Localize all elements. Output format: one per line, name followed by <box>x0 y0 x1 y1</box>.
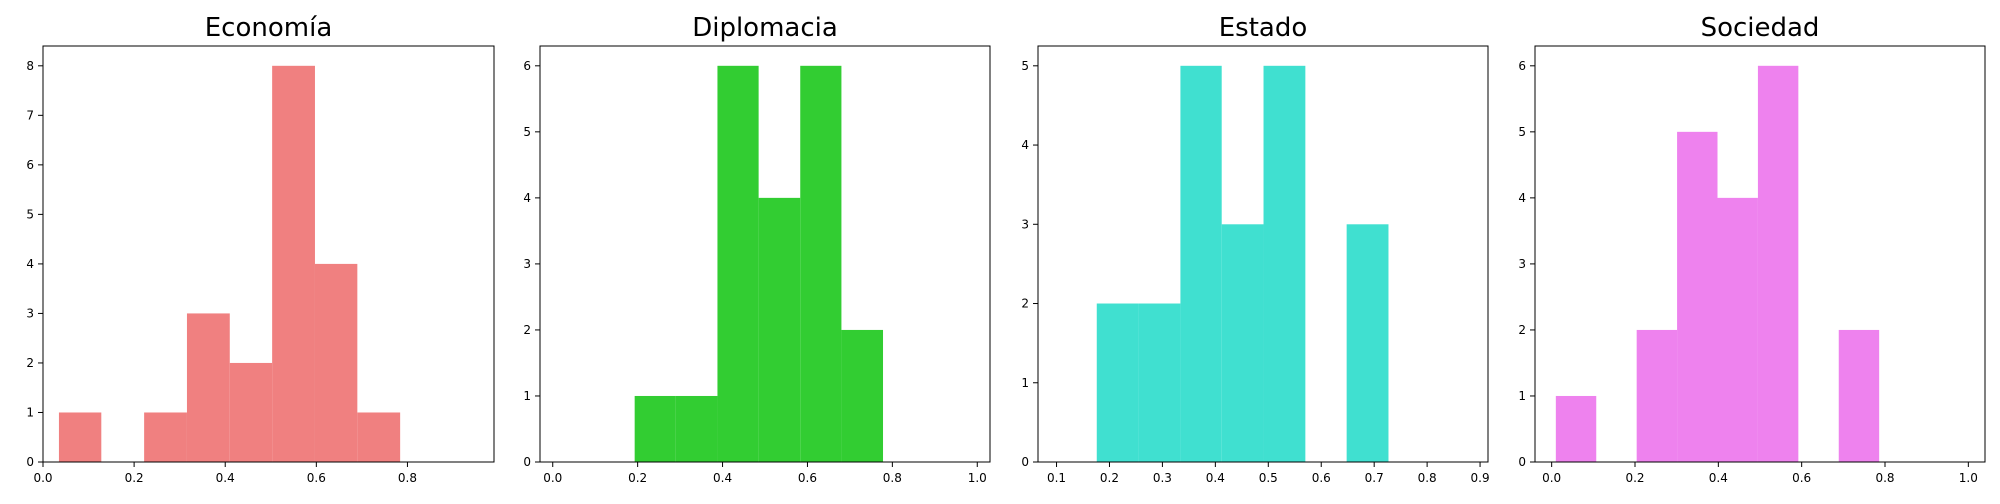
y-tick-label: 5 <box>1518 125 1526 139</box>
chart-panel: 0.1 0.2 0.3 0.4 0.5 0.6 0.7 0.8 0.9 0 1 2 3 4 5 Estado <box>1021 13 1489 485</box>
x-tick-label: 0.8 <box>398 471 417 485</box>
histogram-bar <box>717 65 759 462</box>
y-tick-label: 2 <box>1021 297 1029 311</box>
histogram-bar <box>314 263 358 462</box>
y-tick-label: 8 <box>26 59 34 73</box>
y-tick-label: 5 <box>523 125 531 139</box>
x-tick-label: 0.2 <box>1625 471 1644 485</box>
x-tick-label: 0.4 <box>713 471 732 485</box>
x-tick-label: 0.3 <box>1153 471 1172 485</box>
x-tick-label: 0.6 <box>1312 471 1331 485</box>
x-tick-label: 0.0 <box>543 471 562 485</box>
histogram-bar <box>1636 329 1678 462</box>
histogram-bar <box>1717 197 1758 462</box>
x-tick-label: 0.6 <box>1792 471 1811 485</box>
x-tick-label: 0.9 <box>1471 471 1490 485</box>
chart-panel: 0.0 0.2 0.4 0.6 0.8 1.0 0 1 2 3 4 5 6 Sociedad <box>1518 13 1986 485</box>
y-tick-label: 3 <box>1021 217 1029 231</box>
y-tick-label: 6 <box>523 59 531 73</box>
histogram-bar <box>272 65 315 462</box>
y-tick-label: 0 <box>1518 455 1526 469</box>
y-tick-label: 5 <box>26 207 34 221</box>
y-tick-label: 0 <box>26 455 34 469</box>
chart-panel: 0.0 0.2 0.4 0.6 0.8 0 1 2 3 4 5 6 7 8 Economía <box>26 13 495 485</box>
x-tick-label: 0.2 <box>628 471 647 485</box>
y-tick-label: 4 <box>1021 138 1029 152</box>
histogram-bar <box>1555 395 1597 462</box>
histogram-bar <box>1096 303 1139 462</box>
histogram-bar <box>144 412 187 462</box>
x-tick-label: 0.8 <box>1875 471 1894 485</box>
histogram-bar <box>841 329 884 462</box>
y-tick-label: 2 <box>1518 323 1526 337</box>
chart-title: Diplomacia <box>692 13 838 43</box>
histogram-bar <box>1180 65 1222 462</box>
y-tick-label: 4 <box>1518 191 1526 205</box>
y-tick-label: 6 <box>1518 59 1526 73</box>
x-tick-label: 0.0 <box>33 471 52 485</box>
histogram-bar <box>800 65 842 462</box>
y-tick-label: 7 <box>26 108 34 122</box>
x-tick-label: 1.0 <box>1959 471 1978 485</box>
histogram-bar <box>1677 131 1718 462</box>
histogram-bar <box>186 313 230 462</box>
y-tick-label: 2 <box>523 323 531 337</box>
chart-panel: 0.0 0.2 0.4 0.6 0.8 1.0 0 1 2 3 4 5 6 Diplomacia <box>523 13 991 485</box>
x-tick-label: 0.4 <box>1206 471 1225 485</box>
y-tick-label: 3 <box>523 257 531 271</box>
histogram-bar <box>634 395 676 462</box>
y-tick-label: 1 <box>26 405 34 419</box>
x-tick-label: 0.2 <box>125 471 144 485</box>
x-tick-label: 0.4 <box>216 471 235 485</box>
x-tick-label: 0.4 <box>1709 471 1728 485</box>
histogram-bar <box>1838 329 1880 462</box>
x-tick-label: 0.2 <box>1100 471 1119 485</box>
x-tick-label: 0.6 <box>307 471 326 485</box>
histogram-bar <box>58 412 102 462</box>
x-tick-label: 0.7 <box>1365 471 1384 485</box>
axes-frame <box>42 45 495 463</box>
y-tick-label: 1 <box>1518 389 1526 403</box>
x-tick-label: 0.8 <box>883 471 902 485</box>
y-tick-label: 4 <box>26 257 34 271</box>
axes-frame <box>539 45 991 463</box>
histogram-bar <box>1757 65 1799 462</box>
y-tick-label: 6 <box>26 158 34 172</box>
x-tick-label: 0.6 <box>798 471 817 485</box>
histogram-bar <box>758 197 801 462</box>
y-tick-label: 3 <box>1518 257 1526 271</box>
y-tick-label: 0 <box>1021 455 1029 469</box>
histogram-bar <box>675 395 718 462</box>
y-tick-label: 2 <box>26 356 34 370</box>
x-tick-label: 1.0 <box>968 471 987 485</box>
y-tick-label: 3 <box>26 306 34 320</box>
y-tick-label: 5 <box>1021 59 1029 73</box>
histogram-bar <box>229 362 273 462</box>
histogram-bar <box>1346 224 1389 462</box>
x-tick-label: 0.1 <box>1047 471 1066 485</box>
histogram-bar <box>1138 303 1181 462</box>
axes-frame <box>1534 45 1986 463</box>
x-tick-label: 0.8 <box>1418 471 1437 485</box>
histogram-bar <box>357 412 401 462</box>
chart-title: Sociedad <box>1701 13 1820 43</box>
y-tick-label: 0 <box>523 455 531 469</box>
histogram-bar <box>1221 224 1264 462</box>
chart-title: Estado <box>1219 13 1308 43</box>
chart-title: Economía <box>205 13 333 43</box>
y-tick-label: 1 <box>523 389 531 403</box>
y-tick-label: 1 <box>1021 376 1029 390</box>
x-tick-label: 0.5 <box>1259 471 1278 485</box>
axes-frame <box>1037 45 1489 463</box>
y-tick-label: 4 <box>523 191 531 205</box>
histogram-bar <box>1263 65 1306 462</box>
x-tick-label: 0.0 <box>1542 471 1561 485</box>
